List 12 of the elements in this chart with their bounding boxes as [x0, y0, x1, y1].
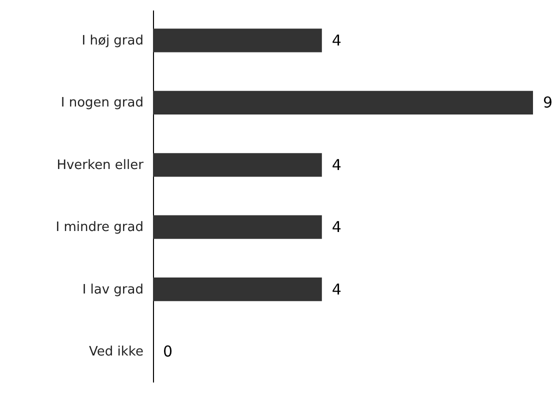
data-label: 0 [163, 342, 173, 361]
data-label: 4 [332, 280, 342, 298]
y-tick-label: I lav grad [82, 282, 144, 298]
y-tick-label: Ved ikke [89, 344, 144, 360]
data-label: 9 [543, 94, 553, 112]
y-tick-label: I mindre grad [56, 220, 144, 236]
data-label: 4 [332, 31, 342, 50]
data-label: 4 [332, 156, 342, 174]
data-label: 4 [332, 218, 342, 236]
y-tick-label: Hverken eller [56, 158, 144, 173]
y-tick-label: I høj grad [82, 33, 144, 48]
y-tick-label: I nogen grad [60, 96, 144, 111]
